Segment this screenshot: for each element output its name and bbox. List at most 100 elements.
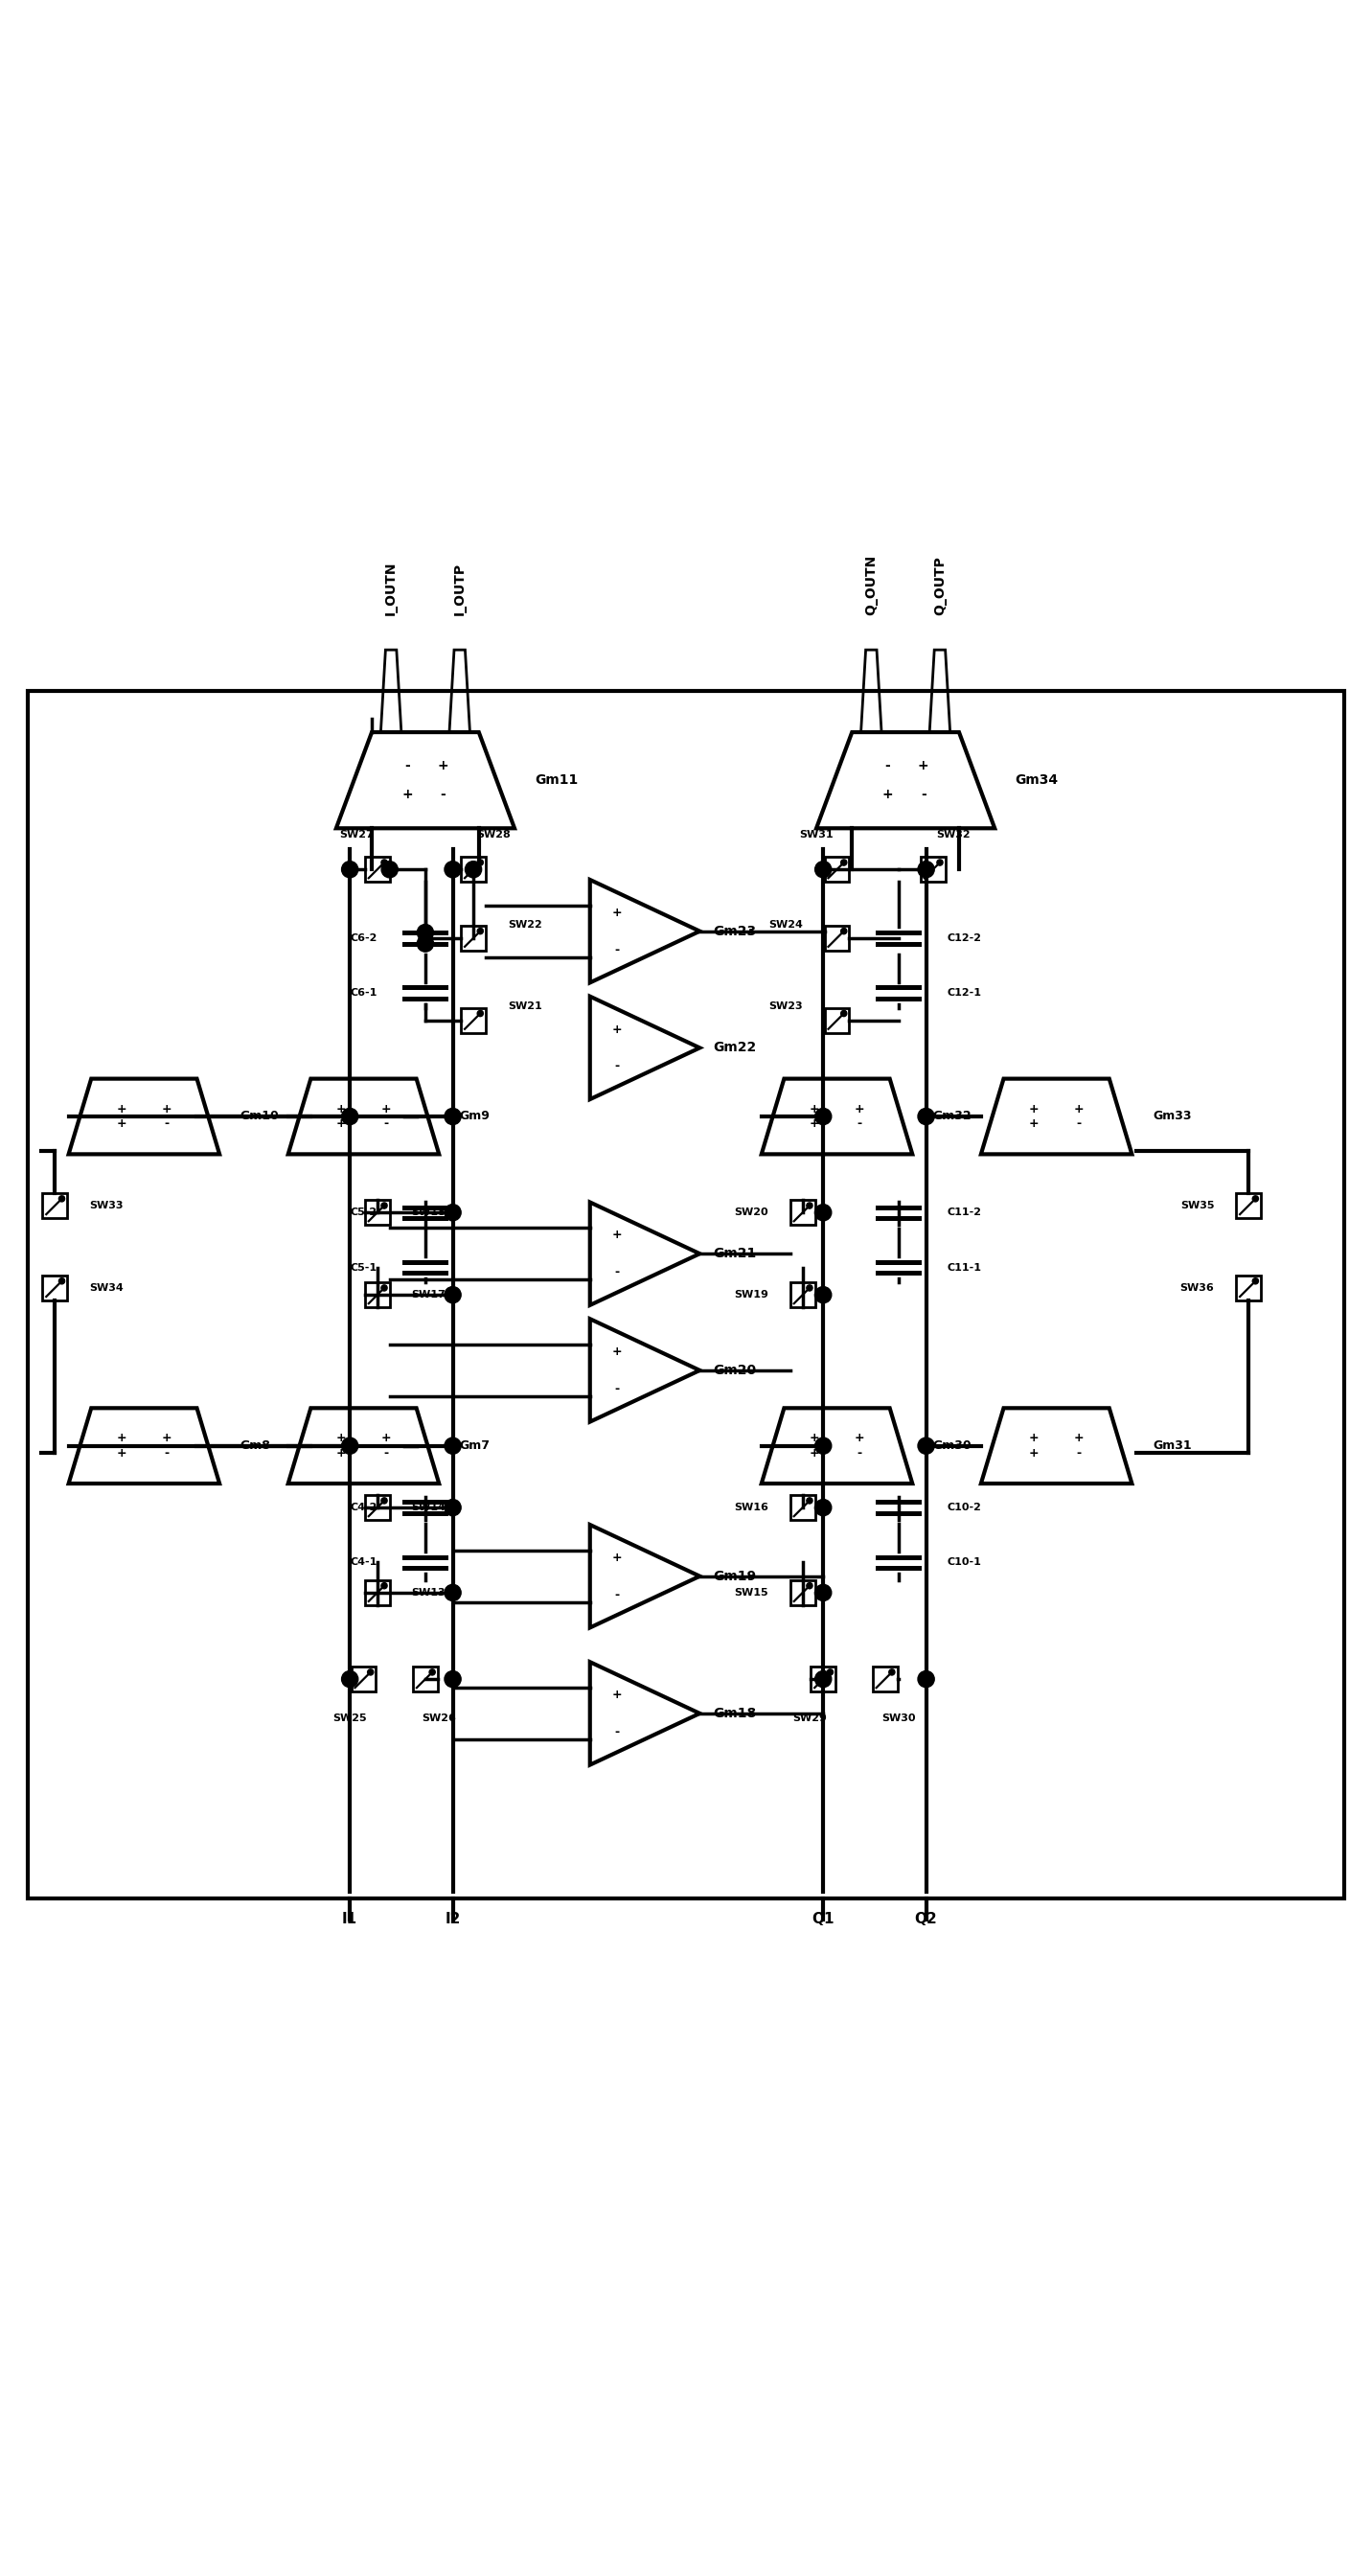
Text: -: -	[615, 1383, 620, 1396]
Text: SW14: SW14	[412, 1502, 446, 1512]
Circle shape	[918, 1437, 934, 1453]
Text: SW29: SW29	[792, 1713, 827, 1723]
Text: Gm23: Gm23	[713, 925, 757, 938]
Bar	[873, 1667, 897, 1692]
Circle shape	[918, 1108, 934, 1126]
Text: -: -	[858, 1448, 862, 1461]
Text: +: +	[1074, 1432, 1084, 1445]
Text: -: -	[384, 1118, 388, 1131]
Text: -: -	[615, 1726, 620, 1739]
Text: -: -	[885, 760, 890, 773]
Circle shape	[381, 860, 387, 866]
Text: +: +	[438, 760, 449, 773]
Bar	[1236, 1193, 1261, 1218]
Text: Gm22: Gm22	[713, 1041, 757, 1054]
Circle shape	[381, 1203, 387, 1208]
Text: -: -	[615, 1265, 620, 1278]
Text: +: +	[117, 1118, 126, 1131]
Bar	[811, 1667, 836, 1692]
Text: +: +	[809, 1432, 819, 1445]
Circle shape	[445, 1206, 461, 1221]
Text: C11-1: C11-1	[947, 1262, 981, 1273]
Text: -: -	[615, 943, 620, 956]
Text: SW28: SW28	[477, 829, 510, 840]
Text: I_OUTN: I_OUTN	[384, 562, 398, 616]
Circle shape	[477, 1010, 483, 1018]
Circle shape	[429, 1669, 435, 1674]
Text: I_OUTP: I_OUTP	[453, 562, 466, 616]
Bar	[27, 690, 1345, 1899]
Circle shape	[445, 1584, 461, 1600]
Text: +: +	[918, 760, 929, 773]
Text: +: +	[162, 1432, 172, 1445]
Circle shape	[815, 1437, 831, 1453]
Circle shape	[342, 1437, 358, 1453]
Text: SW27: SW27	[340, 829, 373, 840]
Circle shape	[342, 1672, 358, 1687]
Text: Gm18: Gm18	[713, 1708, 757, 1721]
Bar	[365, 1579, 390, 1605]
Circle shape	[477, 927, 483, 935]
Text: Gm20: Gm20	[713, 1363, 757, 1378]
Text: Q_OUTN: Q_OUTN	[864, 554, 878, 616]
Text: SW18: SW18	[412, 1208, 446, 1218]
Text: -: -	[165, 1118, 169, 1131]
Text: +: +	[336, 1432, 346, 1445]
Text: SW24: SW24	[768, 920, 803, 930]
Bar	[825, 925, 849, 951]
Circle shape	[807, 1582, 812, 1589]
Text: SW17: SW17	[412, 1291, 446, 1301]
Circle shape	[381, 1285, 387, 1291]
Circle shape	[815, 1108, 831, 1126]
Text: +: +	[336, 1103, 346, 1115]
Text: SW15: SW15	[734, 1587, 768, 1597]
Text: SW20: SW20	[734, 1208, 768, 1218]
Text: +: +	[612, 907, 623, 920]
Text: C10-1: C10-1	[947, 1558, 981, 1566]
Text: SW35: SW35	[1180, 1200, 1214, 1211]
Text: SW13: SW13	[412, 1587, 446, 1597]
Text: Q1: Q1	[812, 1911, 834, 1927]
Text: Gm34: Gm34	[1015, 773, 1059, 786]
Text: SW31: SW31	[800, 829, 833, 840]
Text: C12-2: C12-2	[947, 933, 981, 943]
Text: C12-1: C12-1	[947, 989, 981, 997]
Text: C6-1: C6-1	[350, 989, 377, 997]
Text: Gm21: Gm21	[713, 1247, 757, 1260]
Circle shape	[342, 1108, 358, 1126]
Text: I2: I2	[445, 1911, 461, 1927]
Text: +: +	[612, 1690, 623, 1700]
Text: SW26: SW26	[421, 1713, 457, 1723]
Text: +: +	[117, 1103, 126, 1115]
Circle shape	[815, 1285, 831, 1303]
Text: Gm19: Gm19	[713, 1569, 757, 1582]
Text: Gm11: Gm11	[535, 773, 579, 786]
Text: Gm33: Gm33	[1152, 1110, 1191, 1123]
Bar	[365, 1200, 390, 1224]
Text: I1: I1	[342, 1911, 358, 1927]
Text: SW34: SW34	[89, 1283, 123, 1293]
Text: SW16: SW16	[734, 1502, 768, 1512]
Text: +: +	[336, 1448, 346, 1461]
Circle shape	[815, 1206, 831, 1221]
Circle shape	[827, 1669, 833, 1674]
Circle shape	[445, 1499, 461, 1515]
Bar	[461, 1007, 486, 1033]
Bar	[43, 1275, 67, 1301]
Text: +: +	[381, 1103, 391, 1115]
Text: SW25: SW25	[333, 1713, 366, 1723]
Text: SW22: SW22	[508, 920, 542, 930]
Bar	[413, 1667, 438, 1692]
Text: +: +	[117, 1448, 126, 1461]
Text: +: +	[381, 1432, 391, 1445]
Text: Gm9: Gm9	[460, 1110, 490, 1123]
Text: +: +	[809, 1103, 819, 1115]
Circle shape	[445, 1108, 461, 1126]
Text: +: +	[809, 1118, 819, 1131]
Circle shape	[937, 860, 943, 866]
Bar	[790, 1283, 815, 1306]
Bar	[43, 1193, 67, 1218]
Bar	[365, 1283, 390, 1306]
Text: +: +	[612, 1023, 623, 1036]
Bar	[825, 858, 849, 881]
